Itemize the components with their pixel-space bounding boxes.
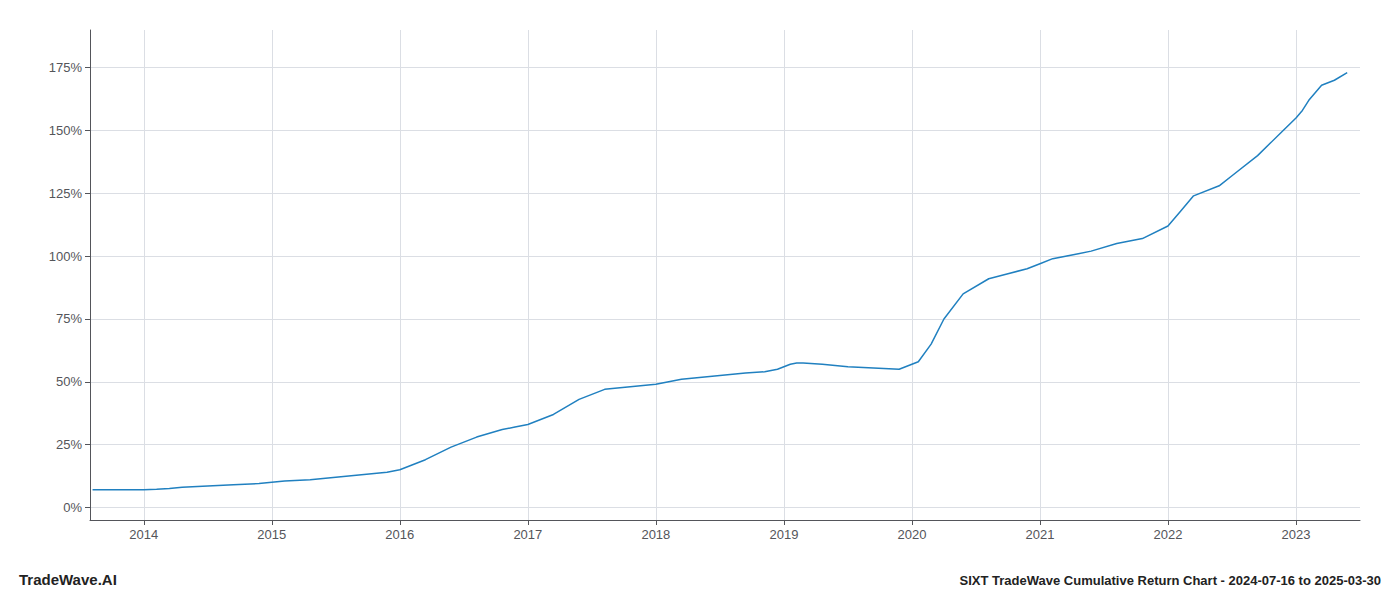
svg-text:2019: 2019 [769, 527, 798, 542]
svg-text:2014: 2014 [129, 527, 158, 542]
svg-text:2022: 2022 [1154, 527, 1183, 542]
svg-text:50%: 50% [56, 374, 82, 389]
svg-text:0%: 0% [63, 500, 82, 515]
svg-text:100%: 100% [49, 249, 83, 264]
svg-text:2016: 2016 [385, 527, 414, 542]
svg-text:175%: 175% [49, 60, 83, 75]
svg-text:2023: 2023 [1282, 527, 1311, 542]
svg-text:2020: 2020 [897, 527, 926, 542]
svg-text:2021: 2021 [1025, 527, 1054, 542]
svg-text:2015: 2015 [257, 527, 286, 542]
svg-text:TradeWave.AI: TradeWave.AI [19, 571, 117, 588]
svg-text:SIXT TradeWave Cumulative Retu: SIXT TradeWave Cumulative Return Chart -… [960, 573, 1381, 588]
svg-text:125%: 125% [49, 186, 83, 201]
svg-text:2017: 2017 [513, 527, 542, 542]
svg-text:75%: 75% [56, 311, 82, 326]
svg-text:150%: 150% [49, 123, 83, 138]
svg-text:2018: 2018 [641, 527, 670, 542]
svg-text:25%: 25% [56, 437, 82, 452]
